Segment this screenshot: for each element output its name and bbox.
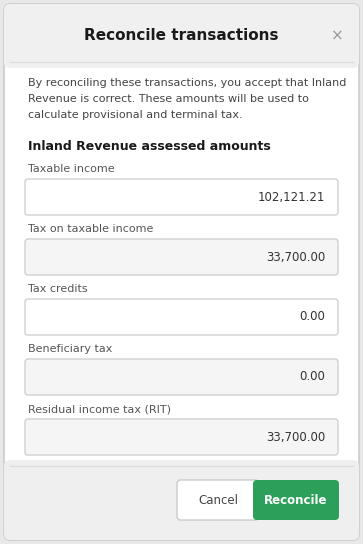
Text: Cancel: Cancel — [198, 493, 238, 506]
Bar — [10, 500, 353, 534]
Text: Reconcile transactions: Reconcile transactions — [84, 28, 279, 44]
FancyBboxPatch shape — [25, 179, 338, 215]
FancyBboxPatch shape — [4, 460, 359, 540]
Text: calculate provisional and terminal tax.: calculate provisional and terminal tax. — [28, 110, 242, 120]
Text: By reconciling these transactions, you accept that Inland: By reconciling these transactions, you a… — [28, 78, 346, 88]
Bar — [10, 30, 353, 56]
Text: 0.00: 0.00 — [299, 311, 325, 324]
FancyBboxPatch shape — [25, 419, 338, 455]
Text: Inland Revenue assessed amounts: Inland Revenue assessed amounts — [28, 140, 271, 153]
Text: Reconcile: Reconcile — [264, 493, 328, 506]
FancyBboxPatch shape — [177, 480, 259, 520]
Text: 33,700.00: 33,700.00 — [266, 430, 325, 443]
FancyBboxPatch shape — [25, 359, 338, 395]
FancyBboxPatch shape — [4, 4, 359, 68]
Text: ×: × — [331, 28, 343, 44]
FancyBboxPatch shape — [25, 239, 338, 275]
Text: Taxable income: Taxable income — [28, 164, 115, 174]
Text: 0.00: 0.00 — [299, 370, 325, 384]
Text: Revenue is correct. These amounts will be used to: Revenue is correct. These amounts will b… — [28, 94, 309, 104]
Text: Residual income tax (RIT): Residual income tax (RIT) — [28, 404, 171, 414]
FancyBboxPatch shape — [4, 4, 359, 540]
Text: Tax credits: Tax credits — [28, 284, 87, 294]
Text: Beneficiary tax: Beneficiary tax — [28, 344, 113, 354]
FancyBboxPatch shape — [25, 299, 338, 335]
Text: 102,121.21: 102,121.21 — [258, 190, 325, 203]
Text: 33,700.00: 33,700.00 — [266, 250, 325, 263]
Text: Tax on taxable income: Tax on taxable income — [28, 224, 154, 234]
FancyBboxPatch shape — [253, 480, 339, 520]
